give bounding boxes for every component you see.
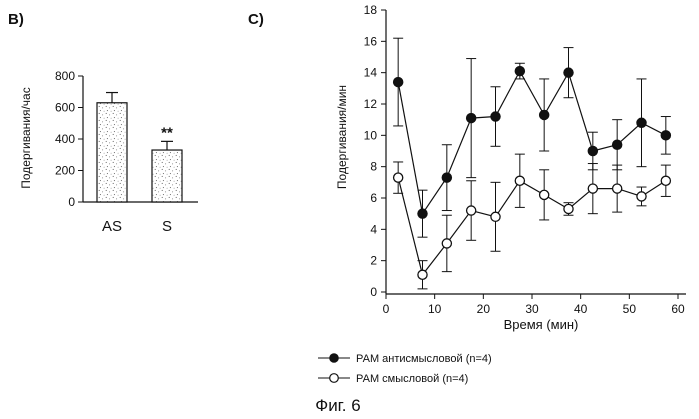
bar-y-tick-label: 0 — [68, 195, 75, 209]
data-point — [418, 270, 427, 279]
line-x-tick-label: 0 — [383, 302, 390, 316]
data-point — [515, 67, 524, 76]
legend: РАМ антисмысловой (n=4) РАМ смысловой (n… — [318, 353, 492, 385]
bar-y-tick-label: 600 — [55, 101, 75, 115]
line-series-group — [393, 38, 671, 289]
bar-marks: ** — [97, 93, 182, 202]
bar-chart-panel: B) Подергивания/час 0 200 400 600 800 ** AS S — [8, 11, 198, 235]
line-x-axis-label: Время (мин) — [504, 317, 579, 332]
line-y-tick-label: 2 — [370, 254, 377, 268]
significance-annotation: ** — [161, 124, 173, 141]
legend-entry-antisense: РАМ антисмысловой (n=4) — [318, 353, 492, 365]
data-point — [637, 192, 646, 201]
bar-category-label: AS — [102, 218, 122, 235]
bar-y-tick-label: 800 — [55, 69, 75, 83]
line-x-tick-label: 40 — [574, 302, 588, 316]
line-y-tick-label: 10 — [364, 128, 378, 142]
panel-b-label: B) — [8, 11, 24, 28]
bar-category-labels: AS S — [102, 218, 172, 235]
bar-y-ticks: 0 200 400 600 800 — [55, 69, 83, 209]
data-point — [394, 173, 403, 182]
bar-as — [97, 103, 127, 202]
line-y-ticks: 0 2 4 6 8 10 12 14 16 18 — [364, 3, 386, 299]
line-x-tick-label: 20 — [477, 302, 491, 316]
line-chart-panel: C) Подергивания/мин 0 2 4 6 8 10 12 14 16 18 0 10 2… — [248, 3, 686, 332]
line-x-tick-label: 30 — [525, 302, 539, 316]
data-point — [467, 114, 476, 123]
bar-y-axis-label: Подергивания/час — [19, 87, 33, 188]
data-point — [588, 184, 597, 193]
data-point — [540, 110, 549, 119]
data-point — [442, 173, 451, 182]
data-point — [564, 204, 573, 213]
data-point — [491, 212, 500, 221]
panel-c-label: C) — [248, 11, 264, 28]
data-point — [491, 112, 500, 121]
line-y-axis-label: Подергивания/мин — [335, 85, 349, 189]
line-y-tick-label: 16 — [364, 34, 378, 48]
legend-entry-sense: РАМ смысловой (n=4) — [318, 373, 468, 385]
legend-label-sense: РАМ смысловой (n=4) — [356, 373, 468, 385]
legend-label-antisense: РАМ антисмысловой (n=4) — [356, 353, 492, 365]
line-x-ticks: 0 10 20 30 40 50 60 — [383, 294, 685, 316]
data-point — [661, 176, 670, 185]
data-point — [613, 140, 622, 149]
line-x-tick-label: 50 — [623, 302, 637, 316]
series-line — [398, 178, 666, 275]
line-x-tick-label: 60 — [671, 302, 685, 316]
data-point — [394, 77, 403, 86]
data-point — [637, 118, 646, 127]
line-y-tick-label: 18 — [364, 3, 378, 17]
data-point — [515, 176, 524, 185]
legend-marker-filled — [330, 354, 339, 363]
data-point — [540, 190, 549, 199]
data-point — [661, 131, 670, 140]
line-x-tick-label: 10 — [428, 302, 442, 316]
figure-canvas: B) Подергивания/час 0200400600800 ** ASS… — [0, 0, 699, 419]
bar-y-tick-label: 400 — [55, 132, 75, 146]
data-point — [613, 184, 622, 193]
data-point — [442, 239, 451, 248]
data-point — [564, 68, 573, 77]
bar-category-label: S — [162, 218, 172, 235]
data-point — [467, 206, 476, 215]
series-sense — [393, 154, 671, 289]
bar-y-tick-label: 200 — [55, 164, 75, 178]
line-y-tick-label: 0 — [370, 285, 377, 299]
line-y-tick-label: 14 — [364, 66, 378, 80]
series-line — [398, 71, 666, 214]
line-y-tick-label: 12 — [364, 97, 378, 111]
line-y-tick-label: 4 — [370, 222, 377, 236]
data-point — [588, 146, 597, 155]
data-point — [418, 209, 427, 218]
line-y-tick-label: 6 — [370, 191, 377, 205]
series-antisense — [393, 38, 671, 237]
legend-marker-open — [330, 374, 339, 383]
bar-s — [152, 150, 182, 202]
figure-caption: Фиг. 6 — [315, 396, 360, 415]
line-y-tick-label: 8 — [370, 160, 377, 174]
